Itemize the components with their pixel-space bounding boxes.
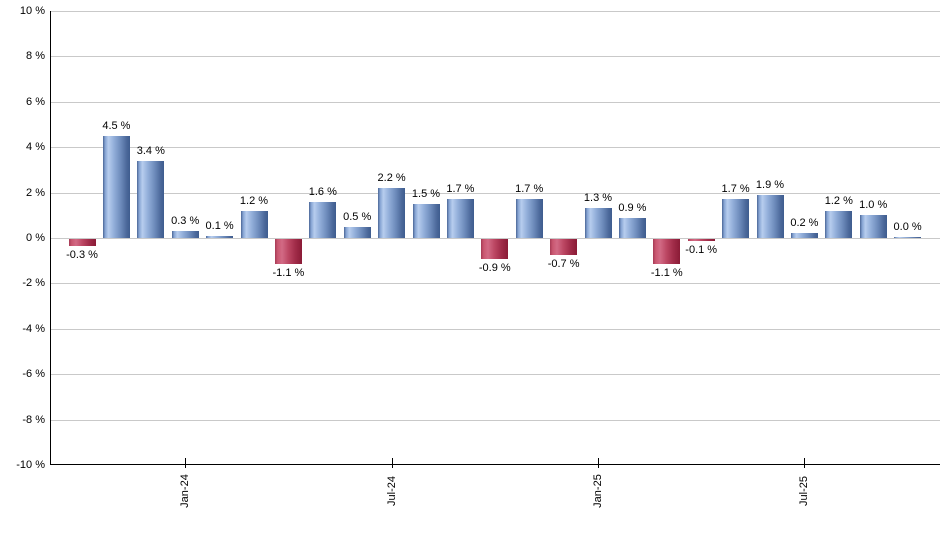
bar-value-label: 1.7 %: [721, 183, 750, 195]
bar-value-label: 0.2 %: [790, 217, 819, 229]
y-gridline: [50, 420, 940, 421]
y-tick-label: 2 %: [26, 187, 45, 199]
y-tick-label: -6 %: [22, 368, 45, 380]
bar-negative: [550, 239, 578, 255]
bar-positive: [171, 231, 199, 238]
bar-positive: [102, 135, 130, 238]
bar-value-label: 1.5 %: [411, 188, 441, 200]
x-tick-mark: [185, 458, 186, 468]
y-gridline: [50, 283, 940, 284]
bar-positive: [343, 226, 371, 238]
bar-value-label: 0.9 %: [618, 202, 647, 214]
bar-value-label: -0.7 %: [547, 258, 580, 270]
x-axis-line: [50, 464, 940, 465]
x-tick-mark: [392, 458, 393, 468]
bar-negative: [687, 239, 715, 242]
bar-positive: [790, 233, 818, 238]
bar-value-label: 1.7 %: [515, 183, 544, 195]
bar-positive: [378, 188, 406, 238]
bar-value-label: -0.1 %: [685, 244, 718, 256]
x-tick-label: Jul-25: [798, 476, 810, 506]
y-tick-label: 6 %: [26, 96, 45, 108]
bar-positive: [825, 210, 853, 238]
bar-value-label: 1.6 %: [308, 186, 337, 198]
bar-value-label: 1.2 %: [239, 195, 269, 207]
bar-value-label: 0.1 %: [205, 220, 234, 232]
bar-value-label: 0.3 %: [171, 215, 200, 227]
bar-positive: [515, 199, 543, 238]
y-gridline: [50, 147, 940, 148]
y-tick-label: -8 %: [22, 414, 45, 426]
y-tick-label: 10 %: [19, 5, 45, 17]
bar-value-label: 1.9 %: [755, 179, 785, 191]
y-gridline: [50, 193, 940, 194]
y-axis-line: [50, 11, 51, 465]
bar-positive: [618, 217, 646, 238]
bar-positive: [722, 199, 750, 238]
x-tick-label: Jan-25: [592, 474, 604, 508]
y-tick-label: 4 %: [26, 141, 45, 153]
bar-value-label: 0.0 %: [893, 221, 922, 233]
y-tick-label: -2 %: [22, 277, 45, 289]
bar-value-label: 2.2 %: [377, 172, 406, 184]
bar-value-label: -1.1 %: [650, 267, 683, 279]
bar-value-label: -0.9 %: [478, 262, 511, 274]
bar-negative: [653, 239, 681, 264]
bar-negative: [481, 239, 509, 260]
bar-value-label: 0.5 %: [343, 211, 372, 223]
bar-positive: [584, 208, 612, 238]
bar-positive: [309, 201, 337, 238]
bar-value-label: 3.4 %: [136, 145, 165, 157]
y-gridline: [50, 374, 940, 375]
bar-value-label: -0.3 %: [66, 249, 98, 261]
x-tick-label: Jul-24: [386, 476, 398, 506]
y-gridline: [50, 102, 940, 103]
y-tick-label: -10 %: [16, 459, 45, 471]
x-tick-label: Jan-24: [179, 474, 191, 508]
bar-negative: [68, 239, 96, 246]
y-tick-label: 0 %: [26, 232, 45, 244]
y-gridline: [50, 11, 940, 12]
bar-positive: [206, 235, 234, 238]
bar-negative: [274, 239, 302, 264]
bar-positive: [412, 203, 440, 238]
bar-positive: [859, 215, 887, 238]
y-gridline: [50, 238, 940, 239]
y-gridline: [50, 329, 940, 330]
bar-positive: [756, 194, 784, 238]
bar-value-label: 1.0 %: [859, 199, 888, 211]
bar-positive: [240, 210, 268, 238]
bar-value-label: 1.7 %: [446, 183, 475, 195]
y-gridline: [50, 56, 940, 57]
bar-positive: [894, 236, 922, 238]
y-tick-label: 8 %: [26, 50, 45, 62]
bar-value-label: -1.1 %: [272, 267, 305, 279]
bar-positive: [137, 160, 165, 238]
x-tick-mark: [804, 458, 805, 468]
bar-value-label: 4.5 %: [102, 120, 131, 132]
y-tick-label: -4 %: [22, 323, 45, 335]
bar-value-label: 1.2 %: [824, 195, 853, 207]
bar-positive: [446, 199, 474, 238]
x-tick-mark: [598, 458, 599, 468]
bar-value-label: 1.3 %: [583, 192, 613, 204]
